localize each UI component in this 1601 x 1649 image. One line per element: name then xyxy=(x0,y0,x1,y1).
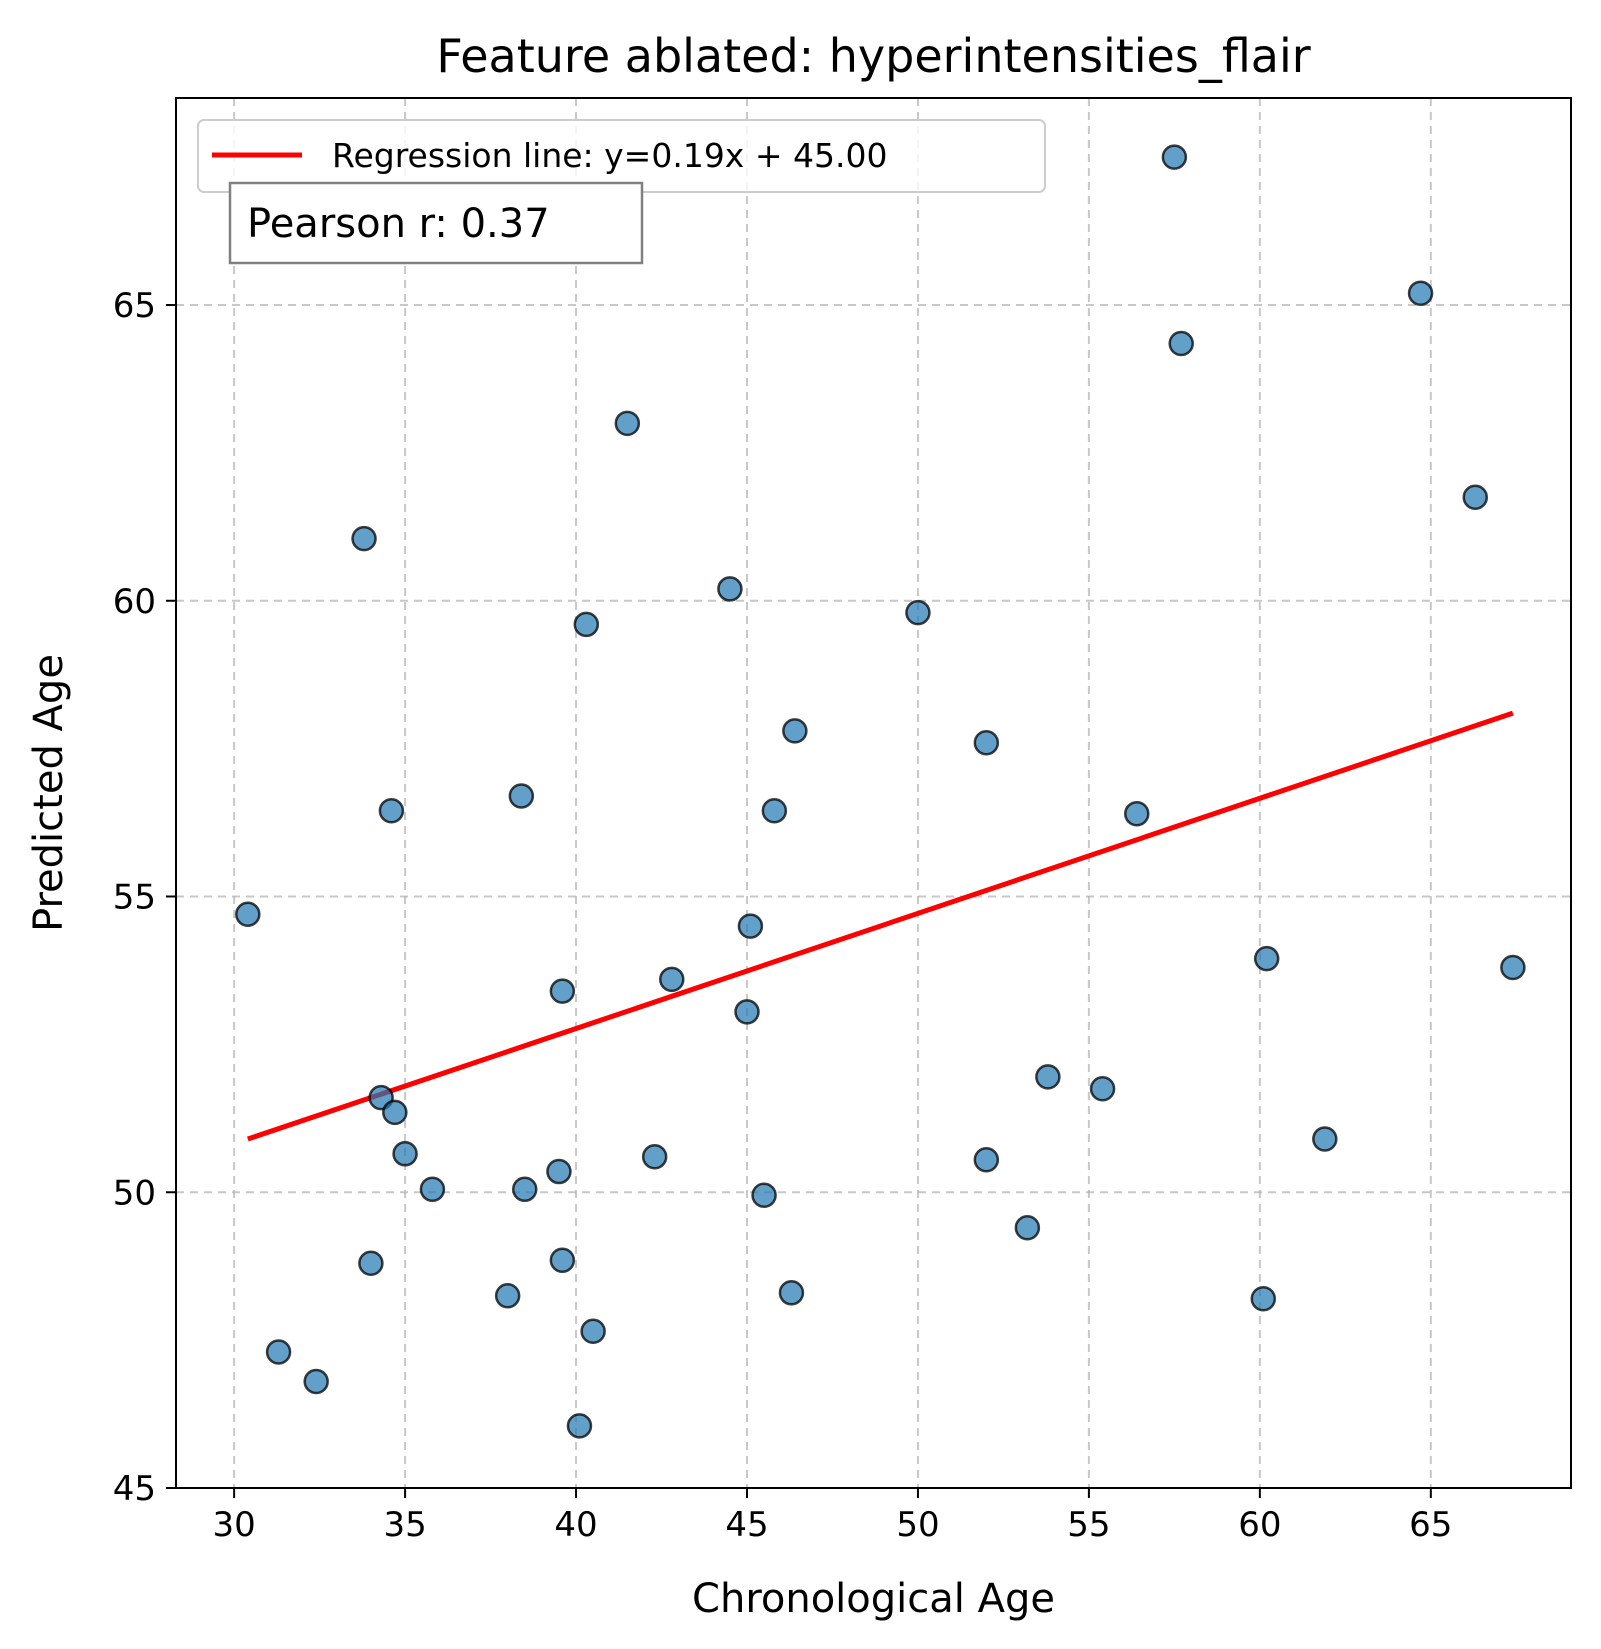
data-point xyxy=(494,1283,521,1309)
data-point xyxy=(508,783,535,809)
data-point xyxy=(1500,954,1526,981)
points-layer xyxy=(235,144,1526,1439)
data-point xyxy=(382,1099,408,1126)
pearson-text: Pearson r: 0.37 xyxy=(247,201,550,247)
data-point xyxy=(512,1176,538,1203)
data-point xyxy=(778,1280,805,1306)
legend: Regression line: y=0.19x + 45.00 xyxy=(197,119,1046,193)
x-tick-label: 50 xyxy=(896,1505,939,1545)
regression-line xyxy=(247,710,1514,1142)
data-point xyxy=(973,729,1000,756)
data-point xyxy=(580,1318,606,1345)
data-point xyxy=(1250,1285,1277,1312)
data-point xyxy=(1312,1126,1338,1152)
data-point xyxy=(549,1247,576,1274)
data-point xyxy=(1089,1075,1116,1102)
data-point xyxy=(573,611,600,638)
data-point xyxy=(566,1413,593,1439)
data-point xyxy=(1462,484,1489,511)
data-point xyxy=(303,1368,329,1395)
data-point xyxy=(358,1250,384,1276)
data-point xyxy=(614,410,641,437)
x-tick-label: 55 xyxy=(1067,1505,1110,1545)
data-point xyxy=(392,1141,418,1167)
data-point xyxy=(751,1182,777,1208)
y-tick-label: 60 xyxy=(113,582,156,622)
data-point xyxy=(1407,280,1434,306)
data-point xyxy=(351,525,377,552)
legend-label: Regression line: y=0.19x + 45.00 xyxy=(332,136,887,175)
data-point xyxy=(546,1158,572,1185)
grid xyxy=(176,98,1571,1489)
y-tick-label: 65 xyxy=(113,286,156,326)
data-point xyxy=(905,599,931,626)
y-tick-label: 45 xyxy=(113,1469,156,1509)
data-point xyxy=(378,797,405,824)
data-point xyxy=(235,901,261,928)
pearson-annotation: Pearson r: 0.37 xyxy=(228,181,644,265)
x-tick-label: 60 xyxy=(1238,1505,1281,1545)
chart-title: Feature ablated: hyperintensities_flair xyxy=(436,29,1310,83)
x-tick-label: 30 xyxy=(212,1505,255,1545)
data-point xyxy=(549,978,576,1004)
data-point xyxy=(1161,144,1188,170)
data-point xyxy=(1253,945,1280,972)
data-point xyxy=(265,1339,292,1365)
data-point xyxy=(734,999,760,1025)
data-point xyxy=(737,913,764,939)
plot-frame xyxy=(175,97,1572,1489)
x-tick-label: 40 xyxy=(554,1505,597,1545)
data-point xyxy=(782,718,808,744)
y-ticks: 45 50 55 60 65 xyxy=(113,286,176,1509)
data-point xyxy=(1014,1214,1041,1241)
data-point xyxy=(419,1176,446,1203)
data-point xyxy=(973,1146,1000,1173)
data-point xyxy=(761,797,788,824)
data-point xyxy=(1168,330,1194,357)
data-point xyxy=(717,576,743,602)
data-point xyxy=(641,1144,668,1170)
y-tick-label: 55 xyxy=(113,878,156,918)
data-point xyxy=(1035,1064,1061,1090)
data-point xyxy=(1124,800,1150,827)
y-axis-label: Predicted Age xyxy=(26,654,72,932)
x-ticks: 30 35 40 45 50 55 60 65 xyxy=(212,1488,1452,1545)
x-tick-label: 45 xyxy=(725,1505,768,1545)
pearson-box xyxy=(228,181,644,265)
data-point xyxy=(659,966,685,993)
regression-layer xyxy=(247,710,1514,1142)
x-tick-label: 35 xyxy=(383,1505,426,1545)
x-axis-label: Chronological Age xyxy=(692,1576,1055,1622)
y-tick-label: 50 xyxy=(113,1173,156,1213)
x-tick-label: 65 xyxy=(1409,1505,1452,1545)
